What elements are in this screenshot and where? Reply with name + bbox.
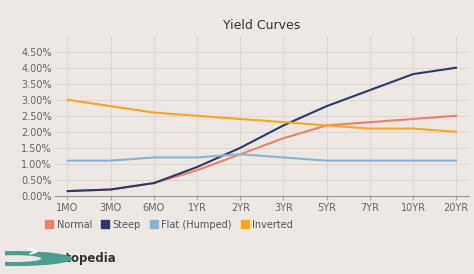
Circle shape — [0, 251, 73, 266]
Legend: Normal, Steep, Flat (Humped), Inverted: Normal, Steep, Flat (Humped), Inverted — [42, 216, 297, 233]
Title: Yield Curves: Yield Curves — [223, 19, 301, 32]
Text: Investopedia: Investopedia — [31, 252, 117, 265]
Circle shape — [0, 255, 41, 262]
